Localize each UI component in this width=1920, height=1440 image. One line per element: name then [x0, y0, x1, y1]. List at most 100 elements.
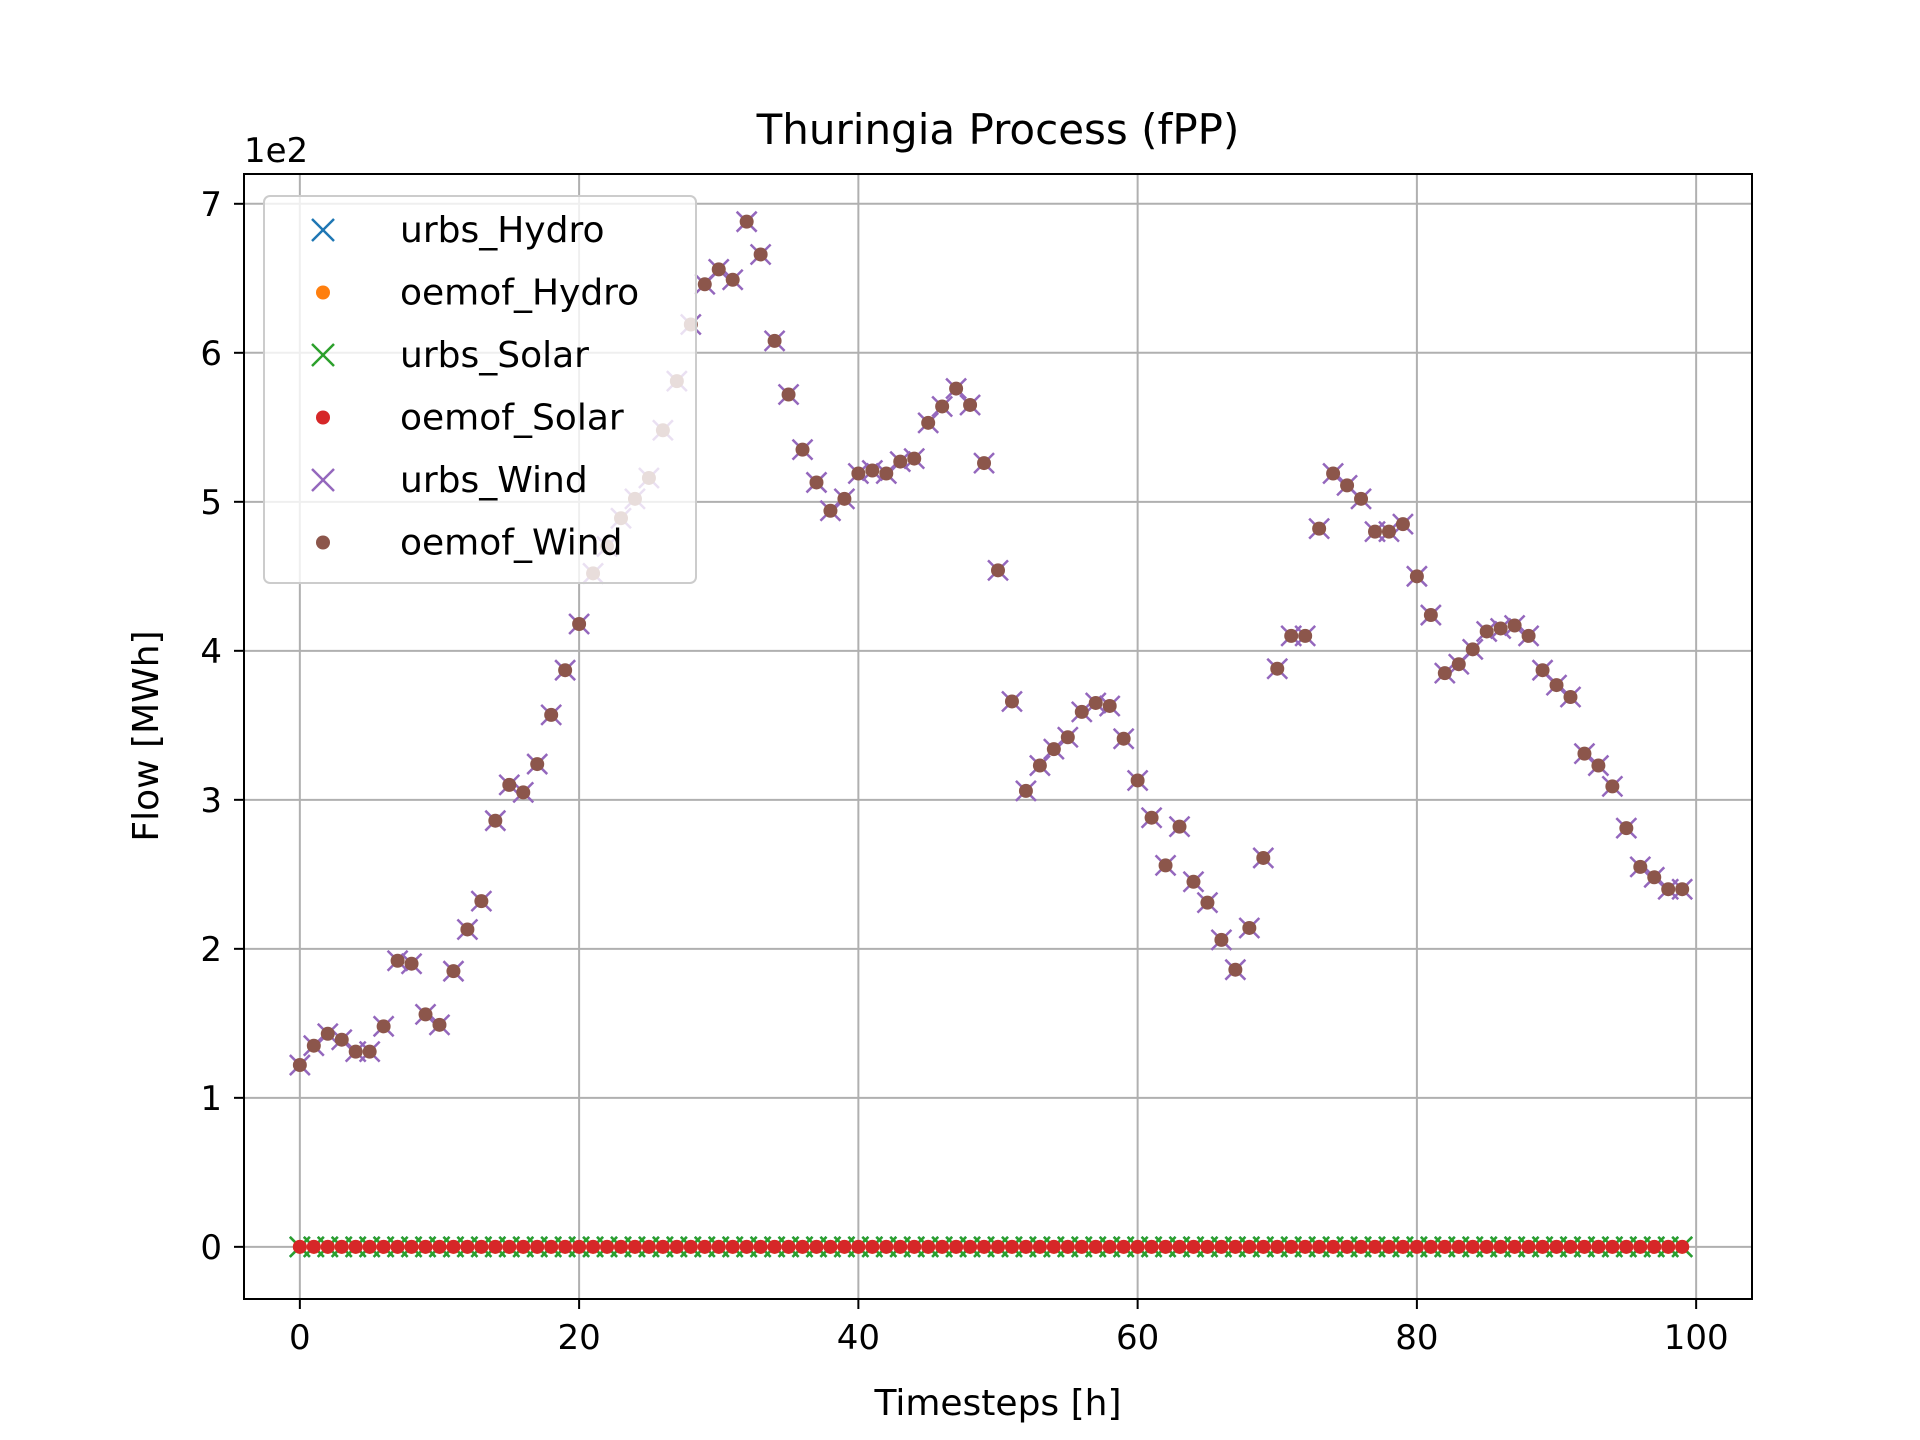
point-oemof-solar: [1018, 1239, 1033, 1254]
point-oemof-wind: [502, 777, 517, 792]
point-oemof-solar: [1004, 1239, 1019, 1254]
point-oemof-solar: [1186, 1239, 1201, 1254]
point-oemof-solar: [460, 1239, 475, 1254]
point-oemof-wind: [1577, 746, 1592, 761]
point-oemof-wind: [1144, 810, 1159, 825]
point-oemof-solar: [711, 1239, 726, 1254]
point-oemof-wind: [767, 333, 782, 348]
point-oemof-wind: [1563, 690, 1578, 705]
point-oemof-wind: [1004, 694, 1019, 709]
point-oemof-wind: [697, 277, 712, 292]
point-oemof-wind: [837, 491, 852, 506]
point-oemof-wind: [893, 454, 908, 469]
point-oemof-solar: [893, 1239, 908, 1254]
point-oemof-wind: [376, 1019, 391, 1034]
point-oemof-wind: [1214, 932, 1229, 947]
point-oemof-solar: [292, 1239, 307, 1254]
x-tick-label: 60: [1116, 1318, 1159, 1358]
point-oemof-solar: [1172, 1239, 1187, 1254]
legend-label: oemof_Wind: [400, 523, 622, 564]
point-oemof-wind: [572, 617, 587, 631]
point-oemof-solar: [1409, 1239, 1424, 1254]
point-oemof-wind: [362, 1044, 377, 1059]
series-layer: [288, 210, 1694, 1258]
point-oemof-solar: [1228, 1239, 1243, 1254]
legend-label: urbs_Wind: [400, 460, 588, 501]
point-oemof-solar: [516, 1239, 531, 1254]
x-tick-label: 100: [1664, 1318, 1729, 1358]
point-oemof-wind: [1661, 882, 1676, 897]
y-tick-label: 4: [200, 632, 222, 672]
point-oemof-wind: [390, 953, 405, 968]
point-oemof-wind: [1088, 695, 1103, 710]
point-oemof-wind: [1423, 608, 1438, 623]
point-oemof-wind: [1270, 661, 1285, 676]
point-oemof-wind: [306, 1038, 321, 1053]
x-tick-label: 80: [1395, 1318, 1438, 1358]
point-oemof-wind: [1340, 478, 1355, 493]
point-oemof-solar: [1130, 1239, 1145, 1254]
point-oemof-solar: [446, 1239, 461, 1254]
point-oemof-solar: [1479, 1239, 1494, 1254]
point-oemof-wind: [1633, 859, 1648, 874]
point-oemof-solar: [1214, 1239, 1229, 1254]
point-oemof-wind: [348, 1044, 363, 1059]
point-oemof-solar: [572, 1239, 587, 1254]
point-oemof-solar: [837, 1239, 852, 1254]
point-oemof-solar: [1102, 1239, 1117, 1254]
series-oemof-solar: [292, 1239, 1690, 1254]
point-oemof-wind: [781, 387, 796, 402]
point-oemof-wind: [488, 813, 503, 828]
point-oemof-solar: [1200, 1239, 1215, 1254]
point-oemof-solar: [306, 1239, 321, 1254]
point-oemof-solar: [362, 1239, 377, 1254]
point-oemof-solar: [781, 1239, 796, 1254]
point-oemof-solar: [390, 1239, 405, 1254]
x-tick-label: 20: [557, 1318, 600, 1358]
point-oemof-solar: [1354, 1239, 1369, 1254]
point-oemof-wind: [753, 247, 768, 262]
x-tick-label: 40: [837, 1318, 880, 1358]
legend-marker-dot: [316, 535, 330, 550]
point-oemof-wind: [879, 466, 894, 481]
point-oemof-solar: [544, 1239, 559, 1254]
point-oemof-solar: [1298, 1239, 1313, 1254]
point-oemof-wind: [1493, 621, 1508, 636]
point-oemof-wind: [725, 272, 740, 287]
point-oemof-wind: [432, 1017, 447, 1032]
point-oemof-solar: [1088, 1239, 1103, 1254]
point-oemof-solar: [530, 1239, 545, 1254]
point-oemof-wind: [711, 262, 726, 277]
legend-entry: oemof_Solar: [316, 398, 624, 439]
point-oemof-solar: [1535, 1239, 1550, 1254]
point-oemof-solar: [1451, 1239, 1466, 1254]
point-oemof-solar: [1549, 1239, 1564, 1254]
point-oemof-wind: [1158, 858, 1173, 873]
point-oemof-solar: [1046, 1239, 1061, 1254]
point-oemof-solar: [1465, 1239, 1480, 1254]
point-oemof-solar: [586, 1239, 601, 1254]
point-oemof-wind: [1074, 704, 1089, 719]
point-oemof-wind: [1381, 524, 1396, 539]
point-oemof-wind: [446, 964, 461, 979]
point-oemof-wind: [1256, 850, 1271, 865]
point-oemof-solar: [1633, 1239, 1648, 1254]
point-oemof-wind: [1521, 628, 1536, 643]
point-oemof-solar: [1675, 1239, 1690, 1254]
point-oemof-wind: [558, 663, 573, 678]
point-oemof-wind: [1018, 783, 1033, 798]
point-oemof-solar: [795, 1239, 810, 1254]
point-oemof-solar: [474, 1239, 489, 1254]
point-oemof-wind: [544, 707, 559, 722]
point-oemof-wind: [1479, 624, 1494, 639]
point-oemof-solar: [600, 1239, 615, 1254]
point-oemof-solar: [823, 1239, 838, 1254]
legend-frame: [263, 195, 697, 584]
point-oemof-wind: [474, 894, 489, 909]
point-oemof-solar: [921, 1239, 936, 1254]
legend-entry: urbs_Solar: [311, 335, 589, 376]
point-oemof-solar: [1242, 1239, 1257, 1254]
point-oemof-wind: [865, 463, 880, 478]
point-oemof-wind: [795, 442, 810, 457]
